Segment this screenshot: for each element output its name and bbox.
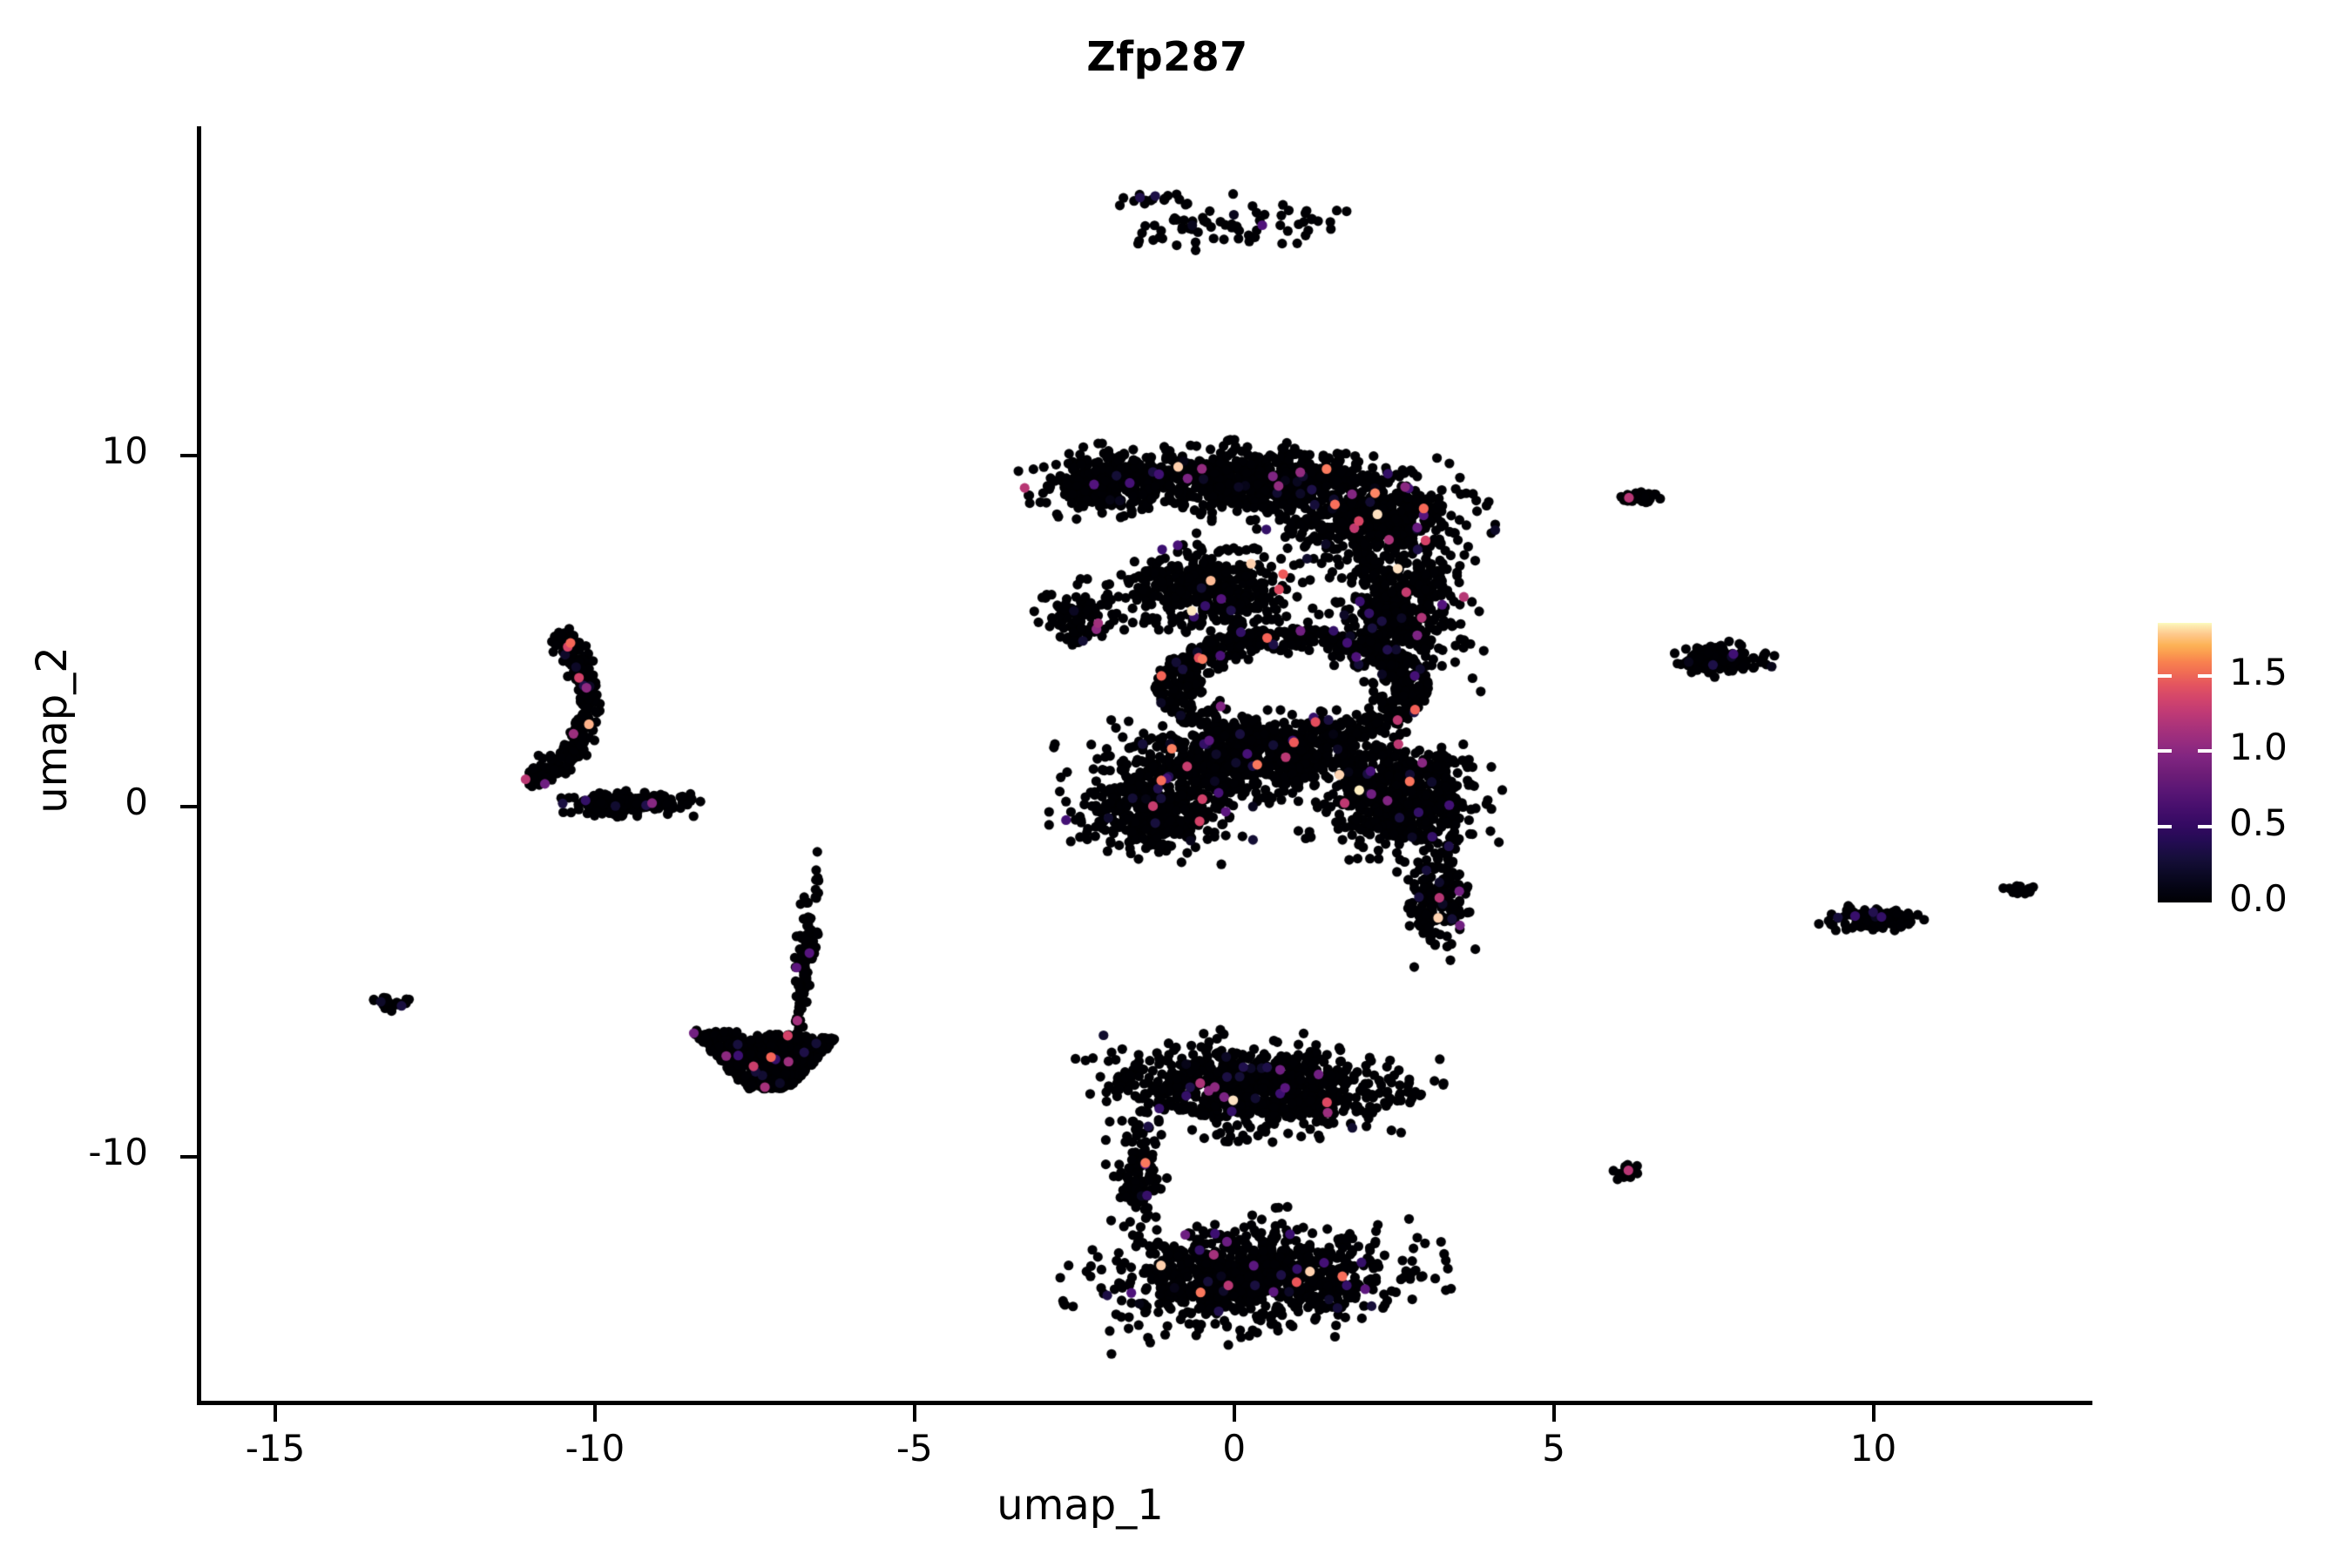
x-axis-spine <box>197 1401 2092 1405</box>
colorbar-gradient <box>2158 623 2212 902</box>
x-tick-mark <box>912 1405 916 1422</box>
colorbar-tick-label: 1.5 <box>2229 650 2288 693</box>
x-tick-label: -5 <box>896 1427 933 1470</box>
colorbar-tick-label: 0.0 <box>2229 877 2288 920</box>
x-tick-mark <box>274 1405 278 1422</box>
y-tick-label: 10 <box>101 429 148 473</box>
colorbar-tick-mark <box>2198 749 2212 754</box>
x-tick-mark <box>1551 1405 1556 1422</box>
colorbar-tick-mark <box>2198 673 2212 678</box>
x-tick-label: -15 <box>245 1427 306 1470</box>
x-tick-label: 5 <box>1542 1427 1565 1470</box>
y-axis-label: umap_2 <box>28 646 77 814</box>
y-tick-mark <box>180 804 198 808</box>
colorbar-tick-label: 0.5 <box>2229 801 2288 845</box>
y-axis-spine <box>197 126 201 1405</box>
y-tick-mark <box>180 1155 198 1159</box>
colorbar-tick-mark <box>2198 825 2212 829</box>
colorbar-tick-mark <box>2158 673 2172 678</box>
x-tick-mark <box>1871 1405 1876 1422</box>
colorbar-tick-mark <box>2158 825 2172 829</box>
x-tick-label: -10 <box>564 1427 625 1470</box>
y-tick-label: -10 <box>88 1131 148 1174</box>
colorbar-tick-label: 1.0 <box>2229 726 2288 769</box>
y-tick-mark <box>180 454 198 458</box>
x-axis-label: umap_1 <box>997 1481 1164 1530</box>
colorbar-tick-mark <box>2158 749 2172 754</box>
x-tick-label: 10 <box>1849 1427 1897 1470</box>
x-tick-label: 0 <box>1222 1427 1247 1470</box>
y-tick-label: 0 <box>125 780 148 823</box>
x-tick-mark <box>1232 1405 1236 1422</box>
x-tick-mark <box>592 1405 597 1422</box>
